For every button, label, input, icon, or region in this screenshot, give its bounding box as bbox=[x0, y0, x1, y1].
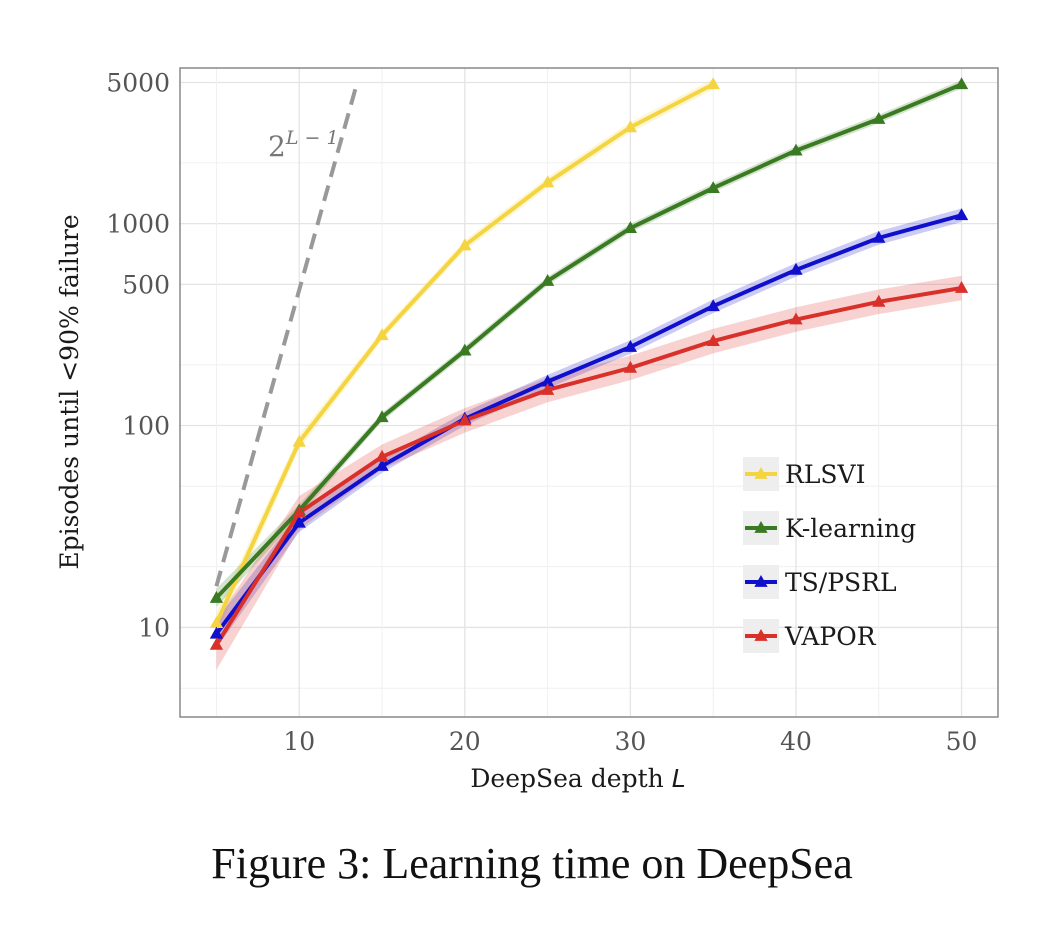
point-rlsvi bbox=[375, 328, 389, 341]
reference-line bbox=[214, 81, 360, 587]
x-tick-label: 10 bbox=[283, 727, 315, 756]
x-tick-label: 30 bbox=[614, 727, 646, 756]
x-tick-label: 40 bbox=[780, 727, 812, 756]
point-rlsvi bbox=[458, 238, 472, 251]
legend-label-k-learning: K-learning bbox=[785, 514, 916, 543]
legend-marker-vapor bbox=[754, 629, 768, 641]
point-rlsvi bbox=[292, 434, 306, 447]
point-k-learning bbox=[954, 77, 969, 90]
point-ts-psrl bbox=[954, 208, 969, 221]
point-rlsvi bbox=[623, 120, 638, 133]
point-rlsvi bbox=[540, 175, 555, 188]
series-markers bbox=[209, 77, 969, 650]
point-k-learning bbox=[789, 143, 803, 156]
point-vapor bbox=[209, 637, 224, 650]
point-k-learning bbox=[706, 181, 720, 193]
y-tick-labels: 10 100 500 1000 5000 bbox=[106, 69, 170, 643]
line-k-learning bbox=[214, 82, 963, 600]
legend-label-rlsvi: RLSVI bbox=[785, 460, 865, 489]
point-ts-psrl bbox=[209, 626, 224, 639]
legend-label-vapor: VAPOR bbox=[784, 622, 877, 651]
point-ts-psrl bbox=[706, 299, 720, 312]
point-k-learning bbox=[623, 221, 638, 234]
legend-marker-k-learning bbox=[754, 521, 768, 533]
band-vapor bbox=[216, 275, 962, 670]
confidence-bands bbox=[216, 79, 962, 670]
point-ts-psrl bbox=[292, 515, 306, 528]
point-ts-psrl bbox=[623, 339, 638, 352]
point-rlsvi bbox=[706, 77, 720, 90]
legend-label-ts-psrl: TS/PSRL bbox=[785, 568, 897, 597]
point-k-learning bbox=[458, 343, 472, 356]
plot-border bbox=[179, 67, 999, 718]
point-vapor bbox=[623, 360, 638, 373]
point-vapor bbox=[292, 505, 306, 518]
point-ts-psrl bbox=[540, 374, 555, 387]
point-vapor bbox=[375, 449, 389, 462]
point-k-learning bbox=[872, 111, 886, 124]
point-vapor bbox=[954, 280, 969, 293]
x-tick-label: 50 bbox=[946, 727, 978, 756]
point-vapor bbox=[789, 312, 803, 325]
legend-marker-ts-psrl bbox=[754, 575, 768, 587]
point-k-learning bbox=[540, 273, 555, 286]
x-axis-label: DeepSea depth L bbox=[470, 764, 685, 793]
plot-background bbox=[180, 68, 998, 717]
point-vapor bbox=[706, 334, 720, 346]
point-k-learning bbox=[209, 590, 224, 603]
point-ts-psrl bbox=[789, 262, 803, 275]
point-ts-psrl bbox=[872, 230, 886, 243]
line-ts-psrl bbox=[214, 213, 963, 635]
point-vapor bbox=[458, 413, 472, 426]
y-tick-label: 500 bbox=[122, 270, 170, 299]
point-vapor bbox=[540, 382, 555, 395]
legend: RLSVI K-learning TS/PSRL VAPOR bbox=[743, 457, 916, 653]
y-tick-label: 5000 bbox=[106, 69, 170, 98]
figure-caption: Figure 3: Learning time on DeepSea bbox=[211, 839, 853, 888]
reference-line-group: 2L − 1 bbox=[214, 81, 360, 587]
reference-line-label: 2L − 1 bbox=[268, 127, 339, 163]
legend-marker-rlsvi bbox=[754, 467, 768, 479]
y-tick-label: 100 bbox=[122, 412, 170, 441]
y-tick-label: 1000 bbox=[106, 210, 170, 239]
point-vapor bbox=[872, 294, 886, 307]
line-vapor bbox=[214, 286, 962, 646]
point-rlsvi bbox=[209, 616, 224, 629]
y-tick-label: 10 bbox=[138, 613, 170, 642]
point-k-learning bbox=[375, 410, 389, 423]
x-tick-label: 20 bbox=[449, 727, 481, 756]
point-ts-psrl bbox=[375, 459, 389, 471]
y-axis-label: Episodes until <90% failure bbox=[55, 214, 84, 569]
x-tick-labels: 10 20 30 40 50 bbox=[283, 727, 977, 756]
